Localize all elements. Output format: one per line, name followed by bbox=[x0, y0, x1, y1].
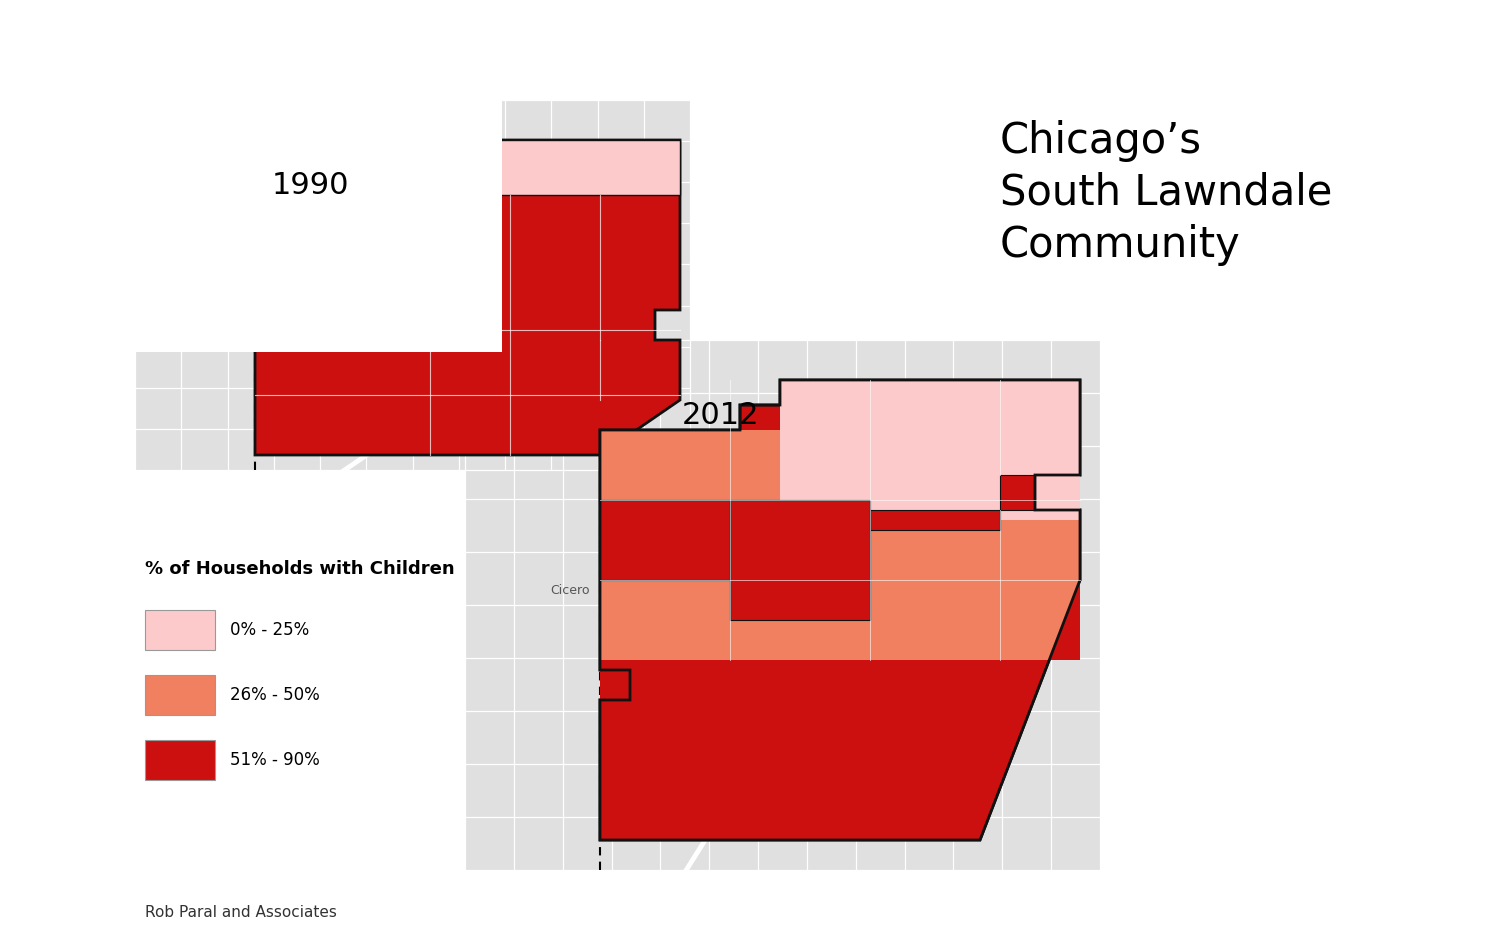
Text: Cicero: Cicero bbox=[206, 289, 245, 301]
Text: Chicago’s
South Lawndale
Community: Chicago’s South Lawndale Community bbox=[1000, 120, 1332, 266]
Text: Cicero: Cicero bbox=[550, 583, 590, 597]
Polygon shape bbox=[430, 140, 680, 195]
Bar bbox=[465, 340, 1100, 870]
Polygon shape bbox=[255, 140, 680, 455]
Polygon shape bbox=[600, 380, 1080, 660]
Polygon shape bbox=[600, 580, 1080, 840]
Polygon shape bbox=[600, 500, 730, 580]
Polygon shape bbox=[870, 475, 1035, 530]
Text: 51% - 90%: 51% - 90% bbox=[230, 751, 320, 769]
Bar bbox=[146, 610, 214, 650]
Bar bbox=[146, 675, 214, 715]
Text: 2012: 2012 bbox=[681, 401, 759, 429]
Text: % of Households with Children: % of Households with Children bbox=[146, 560, 454, 578]
Bar bbox=[135, 100, 690, 470]
Polygon shape bbox=[600, 380, 1080, 840]
Polygon shape bbox=[780, 380, 1080, 520]
Text: 0% - 25%: 0% - 25% bbox=[230, 621, 309, 639]
Text: Rob Paral and Associates: Rob Paral and Associates bbox=[146, 905, 338, 920]
Text: 1990: 1990 bbox=[272, 170, 348, 199]
Polygon shape bbox=[730, 500, 870, 620]
Text: 26% - 50%: 26% - 50% bbox=[230, 686, 320, 704]
Bar bbox=[146, 740, 214, 780]
